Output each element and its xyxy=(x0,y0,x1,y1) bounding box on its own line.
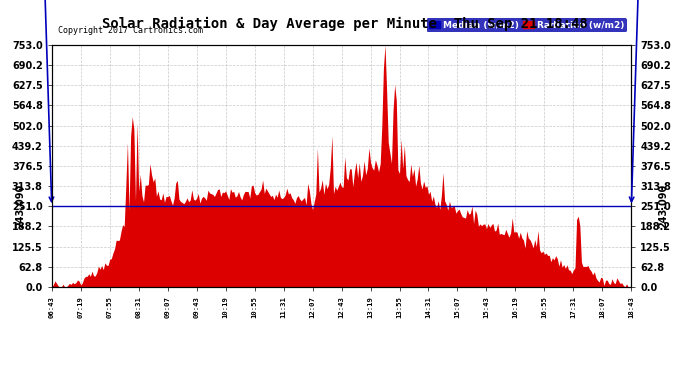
Text: Copyright 2017 Cartronics.com: Copyright 2017 Cartronics.com xyxy=(57,26,203,35)
Legend: Median (w/m2), Radiation (w/m2): Median (w/m2), Radiation (w/m2) xyxy=(426,18,627,33)
Text: 243.090: 243.090 xyxy=(658,184,668,228)
Text: 243.090: 243.090 xyxy=(15,184,25,228)
Text: Solar Radiation & Day Average per Minute  Thu Sep 21 18:48: Solar Radiation & Day Average per Minute… xyxy=(102,17,588,31)
